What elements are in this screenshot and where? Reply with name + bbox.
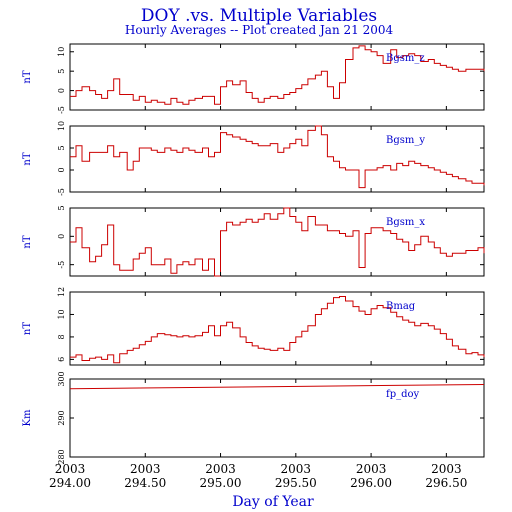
x-tick-year-label: 2003 bbox=[281, 462, 312, 476]
y-axis-label-fp-doy: Km bbox=[22, 409, 33, 426]
y-tick-label-bgsm-z: 5 bbox=[57, 69, 66, 74]
panel-frame-fp-doy bbox=[69, 378, 485, 458]
x-axis-label: Day of Year bbox=[232, 494, 314, 510]
y-tick-label-bmag: 10 bbox=[57, 309, 66, 319]
x-tick-label: 295.50 bbox=[275, 476, 317, 490]
panel-frame-bgsm-y bbox=[69, 125, 485, 193]
y-tick-label-bgsm-y: 5 bbox=[57, 145, 66, 150]
x-tick-label: 295.00 bbox=[200, 476, 242, 490]
x-tick-label: 296.50 bbox=[425, 476, 467, 490]
chart-title: DOY .vs. Multiple Variables bbox=[141, 6, 377, 26]
panel-frame-bgsm-z bbox=[69, 43, 485, 111]
y-axis-label-bmag: nT bbox=[22, 322, 33, 335]
y-tick-label-bgsm-x: 5 bbox=[57, 205, 66, 210]
y-tick-label-bgsm-x: 0 bbox=[57, 234, 66, 239]
y-tick-label-bgsm-z: 10 bbox=[57, 47, 66, 57]
x-tick-year-label: 2003 bbox=[55, 462, 86, 476]
y-tick-label-fp-doy: 300 bbox=[57, 371, 66, 386]
y-axis-label-bgsm-x: nT bbox=[22, 235, 33, 248]
series-line-bgsm-y bbox=[70, 125, 485, 189]
x-tick-label: 294.50 bbox=[124, 476, 166, 490]
panel-label-fp-doy: fp_doy bbox=[386, 389, 420, 400]
y-tick-label-bgsm-y: 10 bbox=[57, 121, 66, 131]
x-tick-year-label: 2003 bbox=[356, 462, 387, 476]
y-tick-label-bmag: 12 bbox=[57, 287, 66, 297]
panel-label-bgsm-z: Bgsm_z bbox=[386, 53, 425, 64]
series-line-bmag bbox=[70, 296, 485, 364]
series-line-bgsm-x bbox=[70, 207, 485, 277]
x-tick-label: 296.00 bbox=[350, 476, 392, 490]
y-axis-label-bgsm-z: nT bbox=[22, 70, 33, 83]
x-tick-year-label: 2003 bbox=[130, 462, 161, 476]
y-tick-label-fp-doy: 280 bbox=[57, 449, 66, 464]
y-axis-label-bgsm-y: nT bbox=[22, 152, 33, 165]
series-line-fp-doy bbox=[69, 383, 485, 390]
x-tick-label: 294.00 bbox=[49, 476, 91, 490]
panel-frame-bmag bbox=[69, 291, 485, 366]
y-tick-label-bmag: 8 bbox=[57, 334, 66, 339]
x-tick-year-label: 2003 bbox=[205, 462, 236, 476]
y-tick-label-bgsm-x: -5 bbox=[57, 261, 66, 269]
y-tick-label-bgsm-z: -5 bbox=[57, 106, 66, 114]
panel-label-bgsm-y: Bgsm_y bbox=[386, 135, 425, 146]
y-tick-label-bgsm-y: -5 bbox=[57, 188, 66, 196]
series-line-bgsm-z bbox=[70, 45, 485, 105]
panel-label-bgsm-x: Bgsm_x bbox=[386, 217, 425, 228]
y-tick-label-fp-doy: 290 bbox=[57, 410, 66, 425]
panel-label-bmag: Bmag bbox=[386, 301, 416, 312]
y-tick-label-bgsm-z: 0 bbox=[57, 88, 66, 93]
y-tick-label-bgsm-y: 0 bbox=[57, 167, 66, 172]
y-tick-label-bmag: 6 bbox=[57, 357, 66, 362]
chart-subtitle: Hourly Averages -- Plot created Jan 21 2… bbox=[125, 23, 394, 37]
x-tick-year-label: 2003 bbox=[431, 462, 462, 476]
